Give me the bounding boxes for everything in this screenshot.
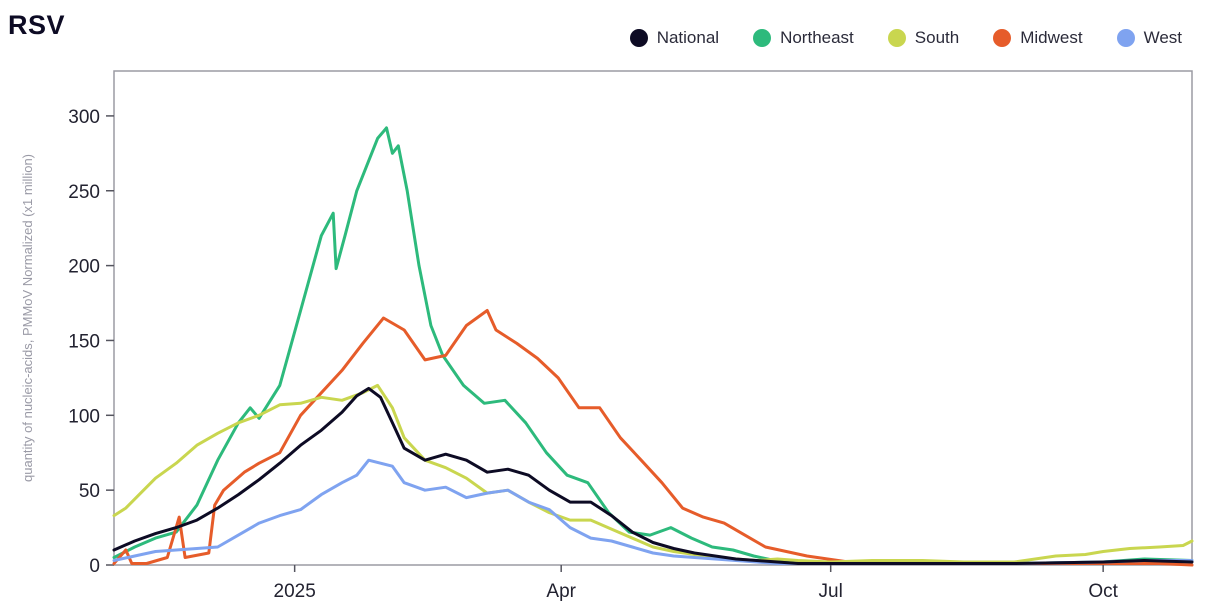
legend-swatch-midwest	[993, 29, 1012, 47]
y-axis-label: quantity of nucleic-acids, PMMoV Normali…	[20, 154, 35, 482]
x-tick-label: Apr	[546, 581, 576, 602]
y-tick-label: 200	[68, 257, 100, 278]
x-tick-label: Jul	[819, 581, 843, 602]
legend-item-midwest[interactable]: Midwest	[993, 28, 1083, 48]
legend-item-west[interactable]: West	[1116, 28, 1182, 48]
legend-swatch-south	[887, 29, 906, 47]
series-layer	[112, 126, 1194, 567]
legend-label-northeast: Northeast	[780, 28, 854, 47]
y-tick-label: 250	[68, 182, 100, 203]
chart-title: RSV	[8, 10, 66, 40]
legend-swatch-west	[1116, 29, 1135, 47]
legend-item-south[interactable]: South	[887, 28, 960, 48]
legend-label-national: National	[656, 28, 720, 47]
y-tick-label: 100	[68, 406, 100, 427]
x-tick-label: 2025	[274, 581, 316, 602]
plot-frame	[113, 70, 1193, 566]
legend-label-west: West	[1143, 28, 1182, 47]
legend-label-south: South	[914, 28, 960, 47]
y-tick-label: 50	[79, 481, 100, 502]
series-line-northeast[interactable]	[112, 126, 1194, 565]
legend-swatch-national	[629, 29, 648, 47]
legend-item-national[interactable]: National	[629, 28, 720, 48]
y-tick-label: 0	[89, 556, 100, 577]
x-tick-label: Oct	[1088, 581, 1118, 602]
y-tick-label: 300	[68, 107, 100, 128]
chart-legend: National Northeast South Midwest West	[629, 28, 1182, 48]
y-tick-label: 150	[68, 331, 100, 352]
x-axis: 2025 Apr Jul Oct	[274, 565, 1119, 602]
legend-label-midwest: Midwest	[1020, 28, 1083, 47]
series-line-midwest[interactable]	[112, 309, 1194, 567]
y-axis: 0 50 100 150 200 250 300	[68, 107, 114, 577]
legend-swatch-northeast	[753, 29, 772, 47]
series-line-national[interactable]	[112, 386, 1194, 565]
legend-item-northeast[interactable]: Northeast	[753, 28, 854, 48]
